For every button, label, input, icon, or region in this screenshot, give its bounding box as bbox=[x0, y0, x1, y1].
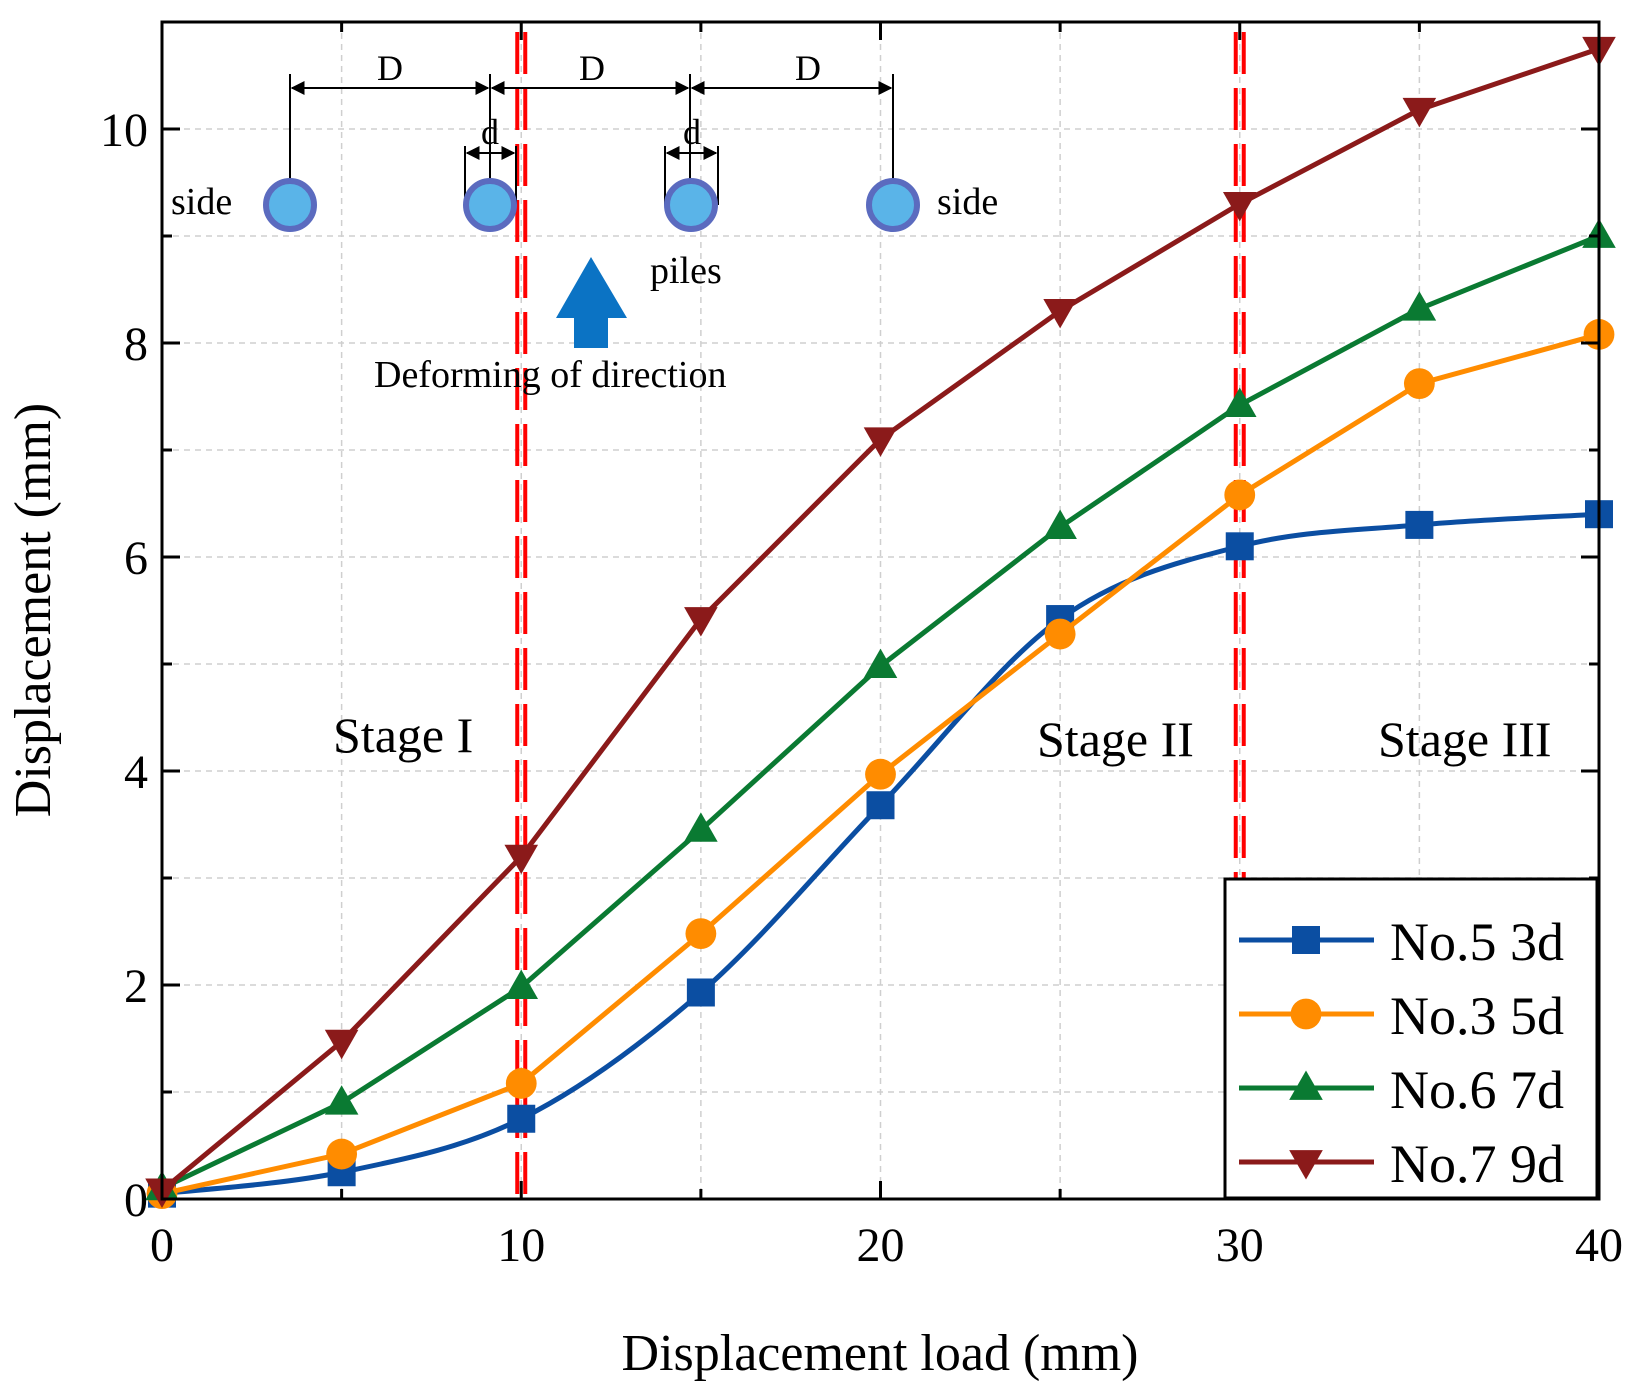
data-point-3 bbox=[1222, 387, 1257, 417]
pile-layout-diagram bbox=[289, 74, 894, 210]
x-tick-label: 20 bbox=[857, 1219, 905, 1272]
data-point-1 bbox=[507, 1104, 536, 1133]
data-point-1 bbox=[686, 978, 715, 1007]
diameter-label-1: d bbox=[481, 112, 499, 152]
legend-label-1: No.5 3d bbox=[1390, 912, 1564, 972]
stage-3-label: Stage III bbox=[1378, 711, 1552, 767]
stage-2-label: Stage II bbox=[1037, 711, 1194, 767]
data-point-2 bbox=[326, 1138, 358, 1170]
direction-label: Deforming of direction bbox=[374, 354, 726, 396]
legend-marker-1 bbox=[1292, 926, 1320, 954]
y-tick-label: 6 bbox=[124, 532, 148, 585]
spacing-label-1: D bbox=[377, 48, 403, 88]
data-point-4 bbox=[684, 607, 718, 637]
data-point-2 bbox=[1044, 618, 1076, 650]
series bbox=[145, 36, 1616, 1210]
pile-2 bbox=[664, 178, 718, 232]
x-tick-label: 40 bbox=[1575, 1219, 1623, 1272]
data-point-3 bbox=[684, 812, 718, 842]
y-axis-title: Displacement (mm) bbox=[5, 403, 62, 817]
data-point-2 bbox=[505, 1068, 537, 1099]
piles-group bbox=[263, 178, 920, 232]
legend-label-2: No.3 5d bbox=[1390, 986, 1564, 1046]
data-point-2 bbox=[685, 918, 717, 950]
data-point-3 bbox=[504, 969, 539, 1000]
data-point-1 bbox=[866, 791, 895, 820]
data-point-4 bbox=[504, 844, 539, 875]
x-axis-title: Displacement load (mm) bbox=[622, 1325, 1139, 1382]
data-point-3 bbox=[863, 648, 898, 679]
pile-1 bbox=[463, 178, 517, 232]
deformation-arrow-icon bbox=[556, 257, 627, 348]
spacing-label-2: D bbox=[579, 48, 605, 88]
legend-marker-2 bbox=[1290, 998, 1322, 1030]
y-tick-label: 2 bbox=[124, 960, 148, 1013]
piles-label: piles bbox=[650, 250, 722, 292]
data-point-2 bbox=[865, 758, 896, 790]
y-tick-label: 8 bbox=[124, 318, 148, 371]
data-point-4 bbox=[863, 427, 898, 457]
y-tick-label: 10 bbox=[100, 104, 148, 157]
diameter-label-2: d bbox=[683, 112, 701, 152]
y-tick-label: 0 bbox=[124, 1174, 148, 1227]
data-point-3 bbox=[324, 1085, 359, 1115]
x-tick-label: 30 bbox=[1216, 1219, 1264, 1272]
legend: No.5 3d No.3 5d No.6 7d No.7 9d bbox=[1223, 877, 1599, 1200]
data-point-2 bbox=[1403, 368, 1435, 400]
legend-marker-4 bbox=[1289, 1150, 1323, 1180]
data-point-4 bbox=[1222, 192, 1257, 222]
legend-marker-3 bbox=[1289, 1070, 1323, 1100]
legend-label-4: No.7 9d bbox=[1390, 1134, 1564, 1194]
data-point-3 bbox=[1402, 291, 1437, 321]
y-tick-label: 4 bbox=[124, 746, 148, 799]
data-point-1 bbox=[1405, 510, 1434, 539]
data-point-2 bbox=[1224, 479, 1256, 511]
stage-1-label: Stage I bbox=[333, 707, 473, 763]
axis-ticks: 0 10 20 30 40 0 2 4 6 8 10 bbox=[100, 20, 1623, 1272]
x-tick-label: 0 bbox=[150, 1219, 174, 1272]
data-point-4 bbox=[1402, 97, 1437, 128]
data-point-1 bbox=[1225, 532, 1254, 561]
spacing-label-3: D bbox=[795, 48, 821, 88]
side-label-right: side bbox=[937, 181, 998, 223]
legend-box bbox=[1223, 877, 1599, 1200]
pile-side-right bbox=[866, 178, 920, 232]
data-point-4 bbox=[1043, 299, 1077, 329]
pile-side-left bbox=[263, 178, 317, 232]
side-label-left: side bbox=[171, 181, 232, 223]
x-tick-label: 10 bbox=[497, 1219, 545, 1272]
legend-label-3: No.6 7d bbox=[1390, 1060, 1564, 1120]
data-point-3 bbox=[1043, 509, 1077, 539]
data-point-4 bbox=[324, 1029, 359, 1060]
